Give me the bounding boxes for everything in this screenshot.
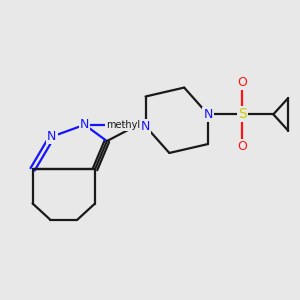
Text: N: N xyxy=(203,108,213,121)
Text: methyl: methyl xyxy=(106,120,140,130)
Text: O: O xyxy=(237,140,247,153)
Text: N: N xyxy=(47,130,57,143)
Text: S: S xyxy=(238,107,247,121)
Text: N: N xyxy=(141,120,150,133)
Text: O: O xyxy=(237,76,247,89)
Text: N: N xyxy=(80,118,89,131)
Text: methyl: methyl xyxy=(123,124,128,125)
